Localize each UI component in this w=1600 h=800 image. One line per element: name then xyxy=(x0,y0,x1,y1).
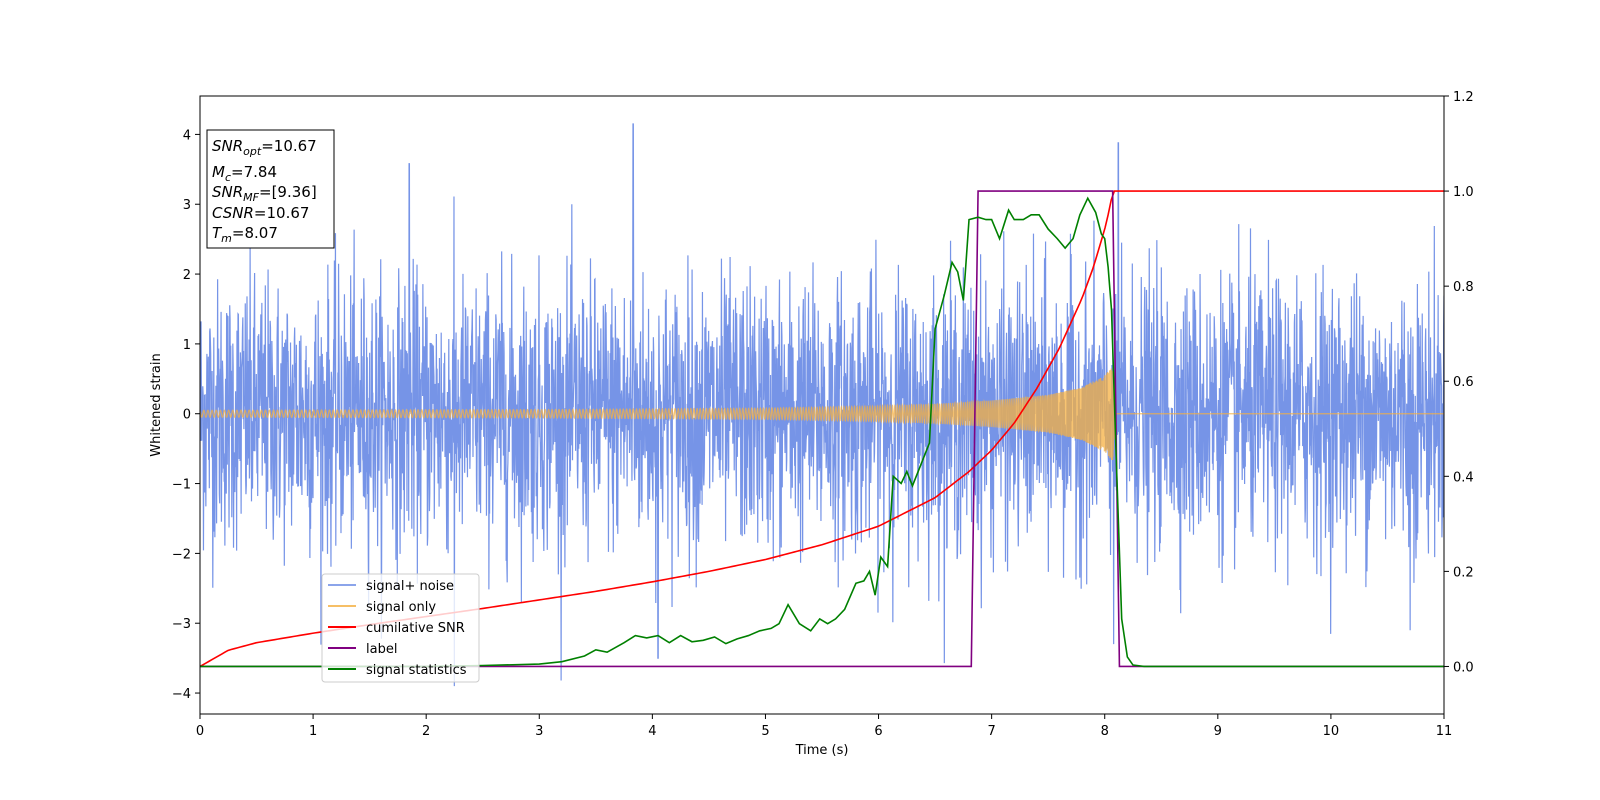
info-mc-value: =7.84 xyxy=(231,163,277,181)
legend-label: signal+ noise xyxy=(366,579,454,594)
y-left-tick-label: −4 xyxy=(172,687,191,702)
x-tick-label: 2 xyxy=(422,724,430,739)
legend-label: signal only xyxy=(366,600,436,615)
y-axis-label: Whitened strain xyxy=(149,353,164,456)
x-tick-label: 9 xyxy=(1214,724,1222,739)
legend-label: cumilative SNR xyxy=(366,621,465,636)
x-tick-label: 6 xyxy=(874,724,882,739)
info-snr-mf-label: SNR xyxy=(212,183,243,201)
y-right-tick-label: 0.4 xyxy=(1453,470,1474,485)
y-left-tick-label: −3 xyxy=(172,617,191,632)
y-right-tick-label: 0.2 xyxy=(1453,565,1474,580)
y-left-tick-label: −1 xyxy=(172,478,191,493)
info-snr-mf: SNRMF=[9.36] xyxy=(212,183,317,204)
x-tick-label: 8 xyxy=(1101,724,1109,739)
y-left-tick-label: 1 xyxy=(183,338,191,353)
x-tick-label: 5 xyxy=(761,724,769,739)
info-snr-mf-value: =[9.36] xyxy=(259,183,317,201)
x-tick-label: 4 xyxy=(648,724,656,739)
x-tick-label: 7 xyxy=(987,724,995,739)
series-signal-noise xyxy=(200,123,1444,687)
info-tm: Tm=8.07 xyxy=(212,224,278,245)
x-tick-label: 3 xyxy=(535,724,543,739)
y-left-tick-label: 2 xyxy=(183,268,191,283)
info-csnr-value: =10.67 xyxy=(254,204,310,222)
info-mc-label: M xyxy=(212,163,225,181)
info-snr-opt-sub: opt xyxy=(243,145,262,158)
legend: signal+ noise signal only cumilative SNR la… xyxy=(321,573,480,683)
legend-label: signal statistics xyxy=(366,663,467,678)
x-tick-label: 0 xyxy=(196,724,204,739)
y-left-tick-label: 4 xyxy=(183,128,191,143)
info-mc: Mc=7.84 xyxy=(212,163,277,184)
legend-label: label xyxy=(366,642,397,657)
x-tick-label: 10 xyxy=(1323,724,1340,739)
info-tm-label: T xyxy=(212,224,223,242)
plot-frame xyxy=(199,95,1445,715)
y-left-tick-label: 3 xyxy=(183,198,191,213)
y-left-tick-label: −2 xyxy=(172,547,191,562)
legend-frame xyxy=(321,573,480,683)
info-box: SNRopt=10.67 Mc=7.84 SNRMF=[9.36] CSNR=1… xyxy=(206,129,335,249)
y-right-tick-label: 0.0 xyxy=(1453,660,1474,675)
x-axis-label: Time (s) xyxy=(795,743,849,758)
info-mc-sub: c xyxy=(225,171,231,184)
info-snr-opt-label: SNR xyxy=(212,137,243,155)
x-tick-label: 11 xyxy=(1436,724,1453,739)
y-right-tick-label: 1.2 xyxy=(1453,90,1474,105)
y-right-tick-label: 1.0 xyxy=(1453,185,1474,200)
info-csnr: CSNR=10.67 xyxy=(212,204,309,222)
info-box-frame xyxy=(206,129,335,249)
info-csnr-label: CSNR xyxy=(212,204,254,222)
info-snr-opt-value: =10.67 xyxy=(261,137,317,155)
y-right-tick-label: 0.6 xyxy=(1453,375,1474,390)
info-snr-mf-sub: MF xyxy=(243,191,259,204)
x-tick-label: 1 xyxy=(309,724,317,739)
info-tm-value: =8.07 xyxy=(232,224,278,242)
y-right-tick-label: 0.8 xyxy=(1453,280,1474,295)
axes-ticks: 0 1 2 3 4 5 6 7 8 9 10 11 −4 −3 −2 −1 0 1 2 3 4 0.0 0.2 0.4 0.6 0… xyxy=(172,90,1474,739)
y-left-tick-label: 0 xyxy=(183,408,191,423)
info-snr-opt: SNRopt=10.67 xyxy=(212,137,317,158)
info-tm-sub: m xyxy=(221,232,232,245)
series-signal-only xyxy=(200,368,1444,461)
series-signal-statistics xyxy=(200,196,1444,668)
